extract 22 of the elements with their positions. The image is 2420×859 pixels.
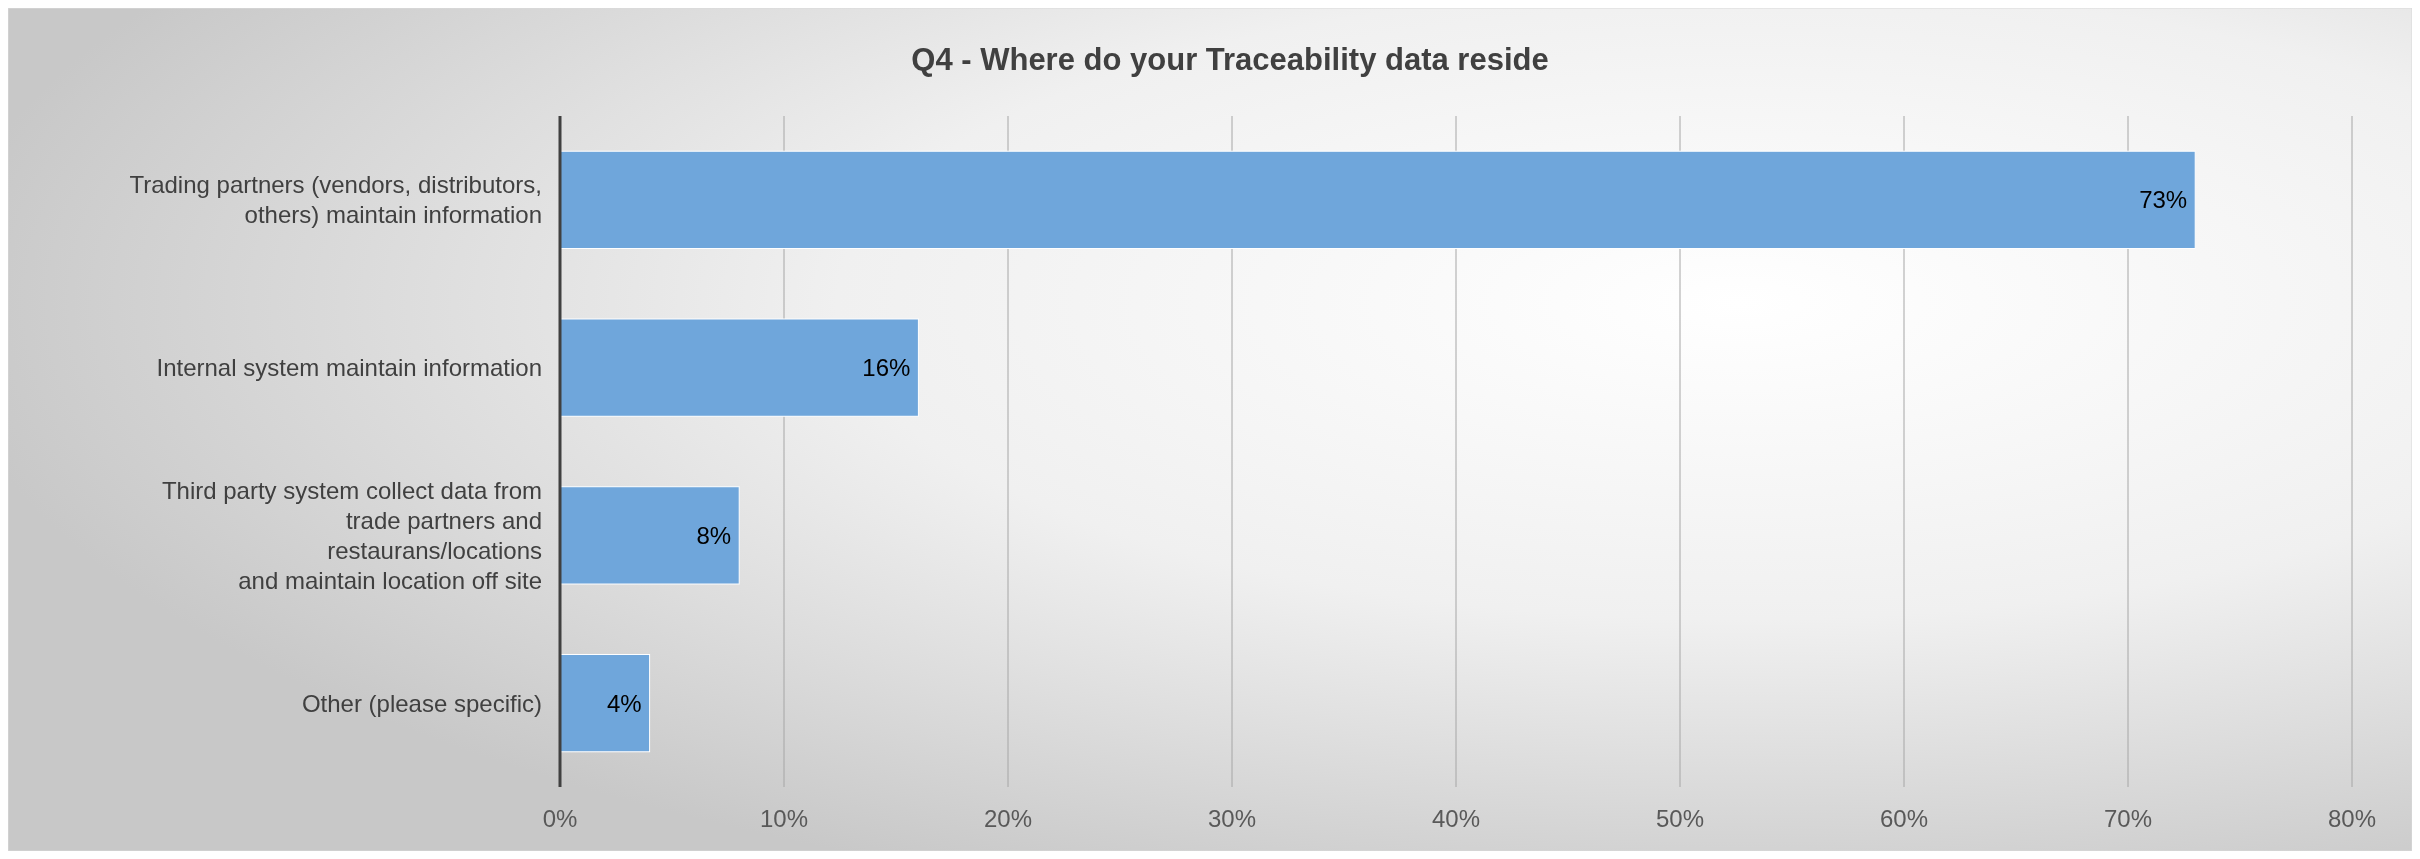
x-tick-label: 40% xyxy=(1431,805,1481,832)
x-tick-label: 70% xyxy=(2103,805,2153,832)
y-tick-label: Internal system maintain information xyxy=(156,354,542,382)
y-tick-label: Other (please specific) xyxy=(301,689,542,717)
x-tick-label: 80% xyxy=(2327,805,2377,832)
x-tick-label: 30% xyxy=(1207,805,1257,832)
x-tick-label: 50% xyxy=(1655,805,1705,832)
y-tick-label: Third party system collect data from trade partners and restaurans/locations and maintain location off site xyxy=(161,476,542,594)
x-tick-label: 60% xyxy=(1879,805,1929,832)
data-label: 16% xyxy=(862,354,911,382)
bar xyxy=(559,486,740,585)
bar xyxy=(559,318,919,417)
data-label: 73% xyxy=(2139,186,2188,214)
x-tick-label: 0% xyxy=(542,805,578,832)
x-tick-label: 10% xyxy=(759,805,809,832)
chart-title: Q4 - Where do your Traceability data reside xyxy=(911,42,1549,77)
x-tick-label: 20% xyxy=(983,805,1033,832)
bar xyxy=(559,150,2196,250)
y-tick-label: Trading partners (vendors, distributors, others) maintain information xyxy=(129,171,542,229)
data-label: 8% xyxy=(696,521,732,549)
bar xyxy=(559,653,651,753)
data-label: 4% xyxy=(606,689,642,717)
